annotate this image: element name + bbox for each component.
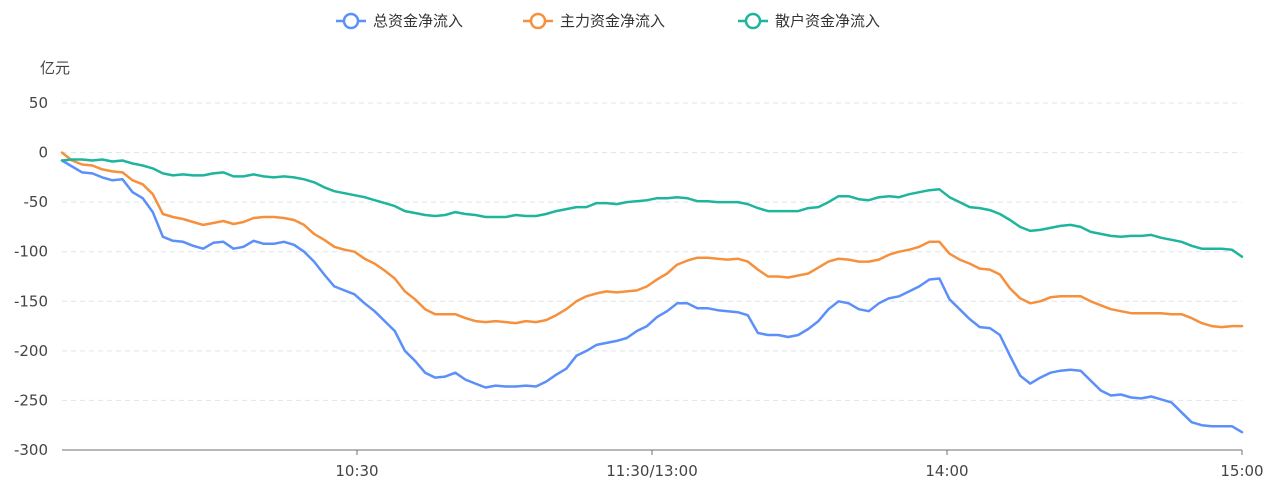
legend-label: 主力资金净流入 — [560, 12, 665, 30]
legend-item-3[interactable]: 散户资金净流入 — [738, 12, 880, 30]
y-tick-label: -150 — [14, 292, 48, 310]
y-axis-unit-label: 亿元 — [40, 59, 70, 77]
series-line-1 — [60, 159, 1244, 434]
legend-marker — [744, 12, 762, 30]
legend-item-2[interactable]: 主力资金净流入 — [523, 12, 665, 30]
y-tick-label: -100 — [14, 243, 48, 261]
x-tick-label: 10:30 — [335, 462, 378, 480]
x-tick-label: 11:30/13:00 — [606, 462, 698, 480]
x-tick-label: 15:00 — [1220, 462, 1263, 480]
y-tick-label: 50 — [29, 94, 48, 112]
y-tick-label: -300 — [14, 441, 48, 459]
y-tick-label: -250 — [14, 391, 48, 409]
y-tick-label: -50 — [24, 193, 49, 211]
x-axis: 10:30 11:30/13:00 14:00 15:00 — [62, 449, 1264, 480]
y-tick-label: 0 — [38, 144, 48, 162]
legend-marker — [529, 12, 547, 30]
series-lines — [60, 151, 1244, 434]
series-line-2 — [60, 151, 1244, 329]
grid-lines — [62, 102, 1242, 401]
legend-label: 总资金净流入 — [373, 12, 463, 30]
legend-item-1[interactable]: 总资金净流入 — [336, 12, 463, 30]
legend-label: 散户资金净流入 — [775, 12, 880, 30]
y-tick-label: -200 — [14, 342, 48, 360]
legend[interactable]: 总资金净流入 主力资金净流入 散户资金净流入 — [336, 12, 880, 30]
series-line-3 — [60, 158, 1244, 258]
y-axis: 50 0 -50 -100 -150 -200 -250 -300 — [14, 94, 48, 459]
x-tick-label: 14:00 — [925, 462, 968, 480]
legend-marker — [342, 12, 360, 30]
